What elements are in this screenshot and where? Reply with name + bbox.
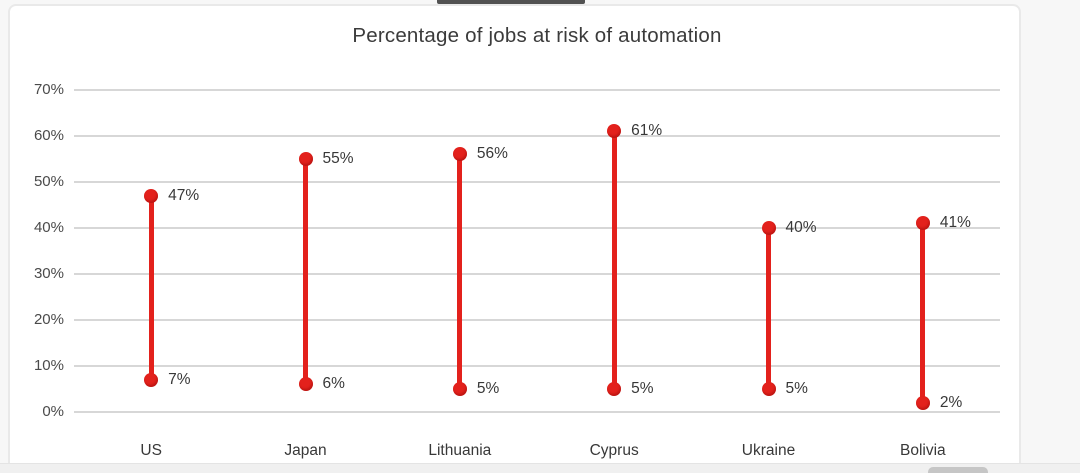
bottom-edge-band: [0, 463, 1080, 473]
high-marker: [298, 152, 313, 166]
chart-panel: [8, 4, 1021, 473]
range-stem: [457, 154, 463, 389]
x-category-label: Japan: [284, 442, 327, 459]
low-value-label: 7%: [168, 370, 191, 388]
high-value-label: 56%: [476, 145, 508, 163]
y-tick-label: 30%: [33, 265, 64, 282]
high-value-label: 41%: [939, 214, 971, 232]
gridline: [74, 365, 1000, 367]
low-value-label: 5%: [785, 380, 808, 397]
top-edge-artifact: [437, 0, 585, 4]
x-category-label: Lithuania: [428, 442, 492, 459]
x-category-label: US: [140, 442, 162, 459]
chart-title: Percentage of jobs at risk of automation: [352, 24, 722, 47]
range-stem: [766, 228, 771, 389]
gridline: [74, 181, 1000, 183]
high-marker: [144, 188, 159, 203]
low-value-label: 2%: [939, 393, 963, 411]
high-marker: [761, 221, 776, 235]
y-tick-label: 20%: [33, 311, 64, 328]
high-value-label: 61%: [631, 122, 663, 140]
range-stem: [611, 131, 617, 389]
x-category-label: Cyprus: [589, 442, 639, 459]
high-value-label: 55%: [322, 150, 354, 167]
y-tick-label: 70%: [33, 81, 64, 98]
gridline: [74, 273, 1000, 275]
low-marker: [607, 382, 622, 396]
low-marker: [144, 372, 159, 387]
y-tick-label: 50%: [33, 173, 64, 190]
gridline: [74, 227, 1000, 229]
range-stem: [303, 159, 308, 385]
high-marker: [452, 147, 467, 162]
y-tick-label: 60%: [33, 127, 64, 144]
low-marker: [298, 377, 313, 392]
gridline: [74, 89, 1000, 91]
bottom-scrollbar-thumb[interactable]: [928, 467, 988, 473]
high-value-label: 40%: [785, 219, 817, 236]
gridline: [74, 319, 1000, 321]
range-stem: [920, 223, 926, 403]
low-value-label: 5%: [476, 380, 500, 397]
gridline: [74, 135, 1000, 137]
high-marker: [915, 216, 930, 231]
low-marker: [761, 382, 776, 396]
y-tick-label: 0%: [42, 403, 64, 420]
high-marker: [607, 124, 622, 139]
x-category-label: Ukraine: [741, 442, 796, 459]
range-stem: [148, 195, 154, 380]
y-tick-label: 40%: [33, 219, 64, 236]
high-value-label: 47%: [168, 186, 200, 204]
gridline: [74, 411, 1000, 413]
low-marker: [915, 395, 930, 410]
low-value-label: 5%: [631, 380, 654, 397]
low-value-label: 6%: [322, 375, 345, 393]
low-marker: [452, 382, 467, 396]
y-tick-label: 10%: [33, 357, 64, 374]
x-category-label: Bolivia: [899, 442, 946, 459]
